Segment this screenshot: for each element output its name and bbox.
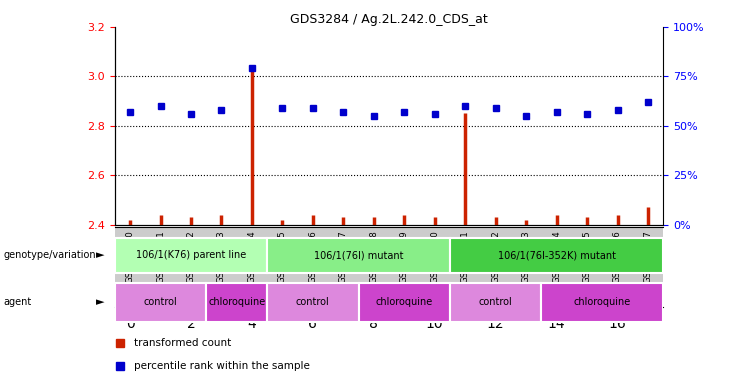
Text: GSM253222: GSM253222	[187, 230, 196, 283]
Text: control: control	[296, 297, 330, 308]
Text: GSM253225: GSM253225	[278, 230, 287, 283]
Text: 106/1(76I-352K) mutant: 106/1(76I-352K) mutant	[497, 250, 616, 260]
Text: 106/1(76I) mutant: 106/1(76I) mutant	[313, 250, 403, 260]
Text: GSM253224: GSM253224	[247, 230, 256, 283]
Text: chloroquine: chloroquine	[574, 297, 631, 308]
Text: GSM253227: GSM253227	[339, 230, 348, 283]
Text: GSM253220: GSM253220	[125, 230, 135, 283]
Text: GSM253229: GSM253229	[399, 230, 409, 283]
Text: percentile rank within the sample: percentile rank within the sample	[134, 361, 310, 371]
Text: GSM253236: GSM253236	[613, 230, 622, 283]
Text: GSM253235: GSM253235	[582, 230, 591, 283]
Bar	[450, 283, 542, 322]
Bar	[268, 238, 450, 273]
Text: GSM253223: GSM253223	[217, 230, 226, 283]
Bar	[359, 283, 450, 322]
Bar	[115, 283, 206, 322]
Text: genotype/variation: genotype/variation	[4, 250, 96, 260]
Text: GSM253228: GSM253228	[369, 230, 379, 283]
Text: chloroquine: chloroquine	[376, 297, 433, 308]
Text: GSM253221: GSM253221	[156, 230, 165, 283]
Text: ►: ►	[96, 297, 104, 308]
Text: GSM253233: GSM253233	[522, 230, 531, 283]
Text: agent: agent	[4, 297, 32, 308]
Text: GSM253232: GSM253232	[491, 230, 500, 283]
Title: GDS3284 / Ag.2L.242.0_CDS_at: GDS3284 / Ag.2L.242.0_CDS_at	[290, 13, 488, 26]
Text: transformed count: transformed count	[134, 338, 231, 348]
Text: 106/1(K76) parent line: 106/1(K76) parent line	[136, 250, 246, 260]
Bar	[206, 283, 268, 322]
Bar	[450, 238, 663, 273]
Text: GSM253230: GSM253230	[431, 230, 439, 283]
Bar	[268, 283, 359, 322]
Text: control: control	[144, 297, 177, 308]
Text: chloroquine: chloroquine	[208, 297, 265, 308]
Text: GSM253226: GSM253226	[308, 230, 317, 283]
Text: control: control	[479, 297, 513, 308]
Text: ►: ►	[96, 250, 104, 260]
Text: GSM253234: GSM253234	[552, 230, 561, 283]
Bar	[115, 238, 268, 273]
Text: GSM253231: GSM253231	[461, 230, 470, 283]
Bar	[542, 283, 663, 322]
Text: GSM253237: GSM253237	[643, 230, 653, 283]
